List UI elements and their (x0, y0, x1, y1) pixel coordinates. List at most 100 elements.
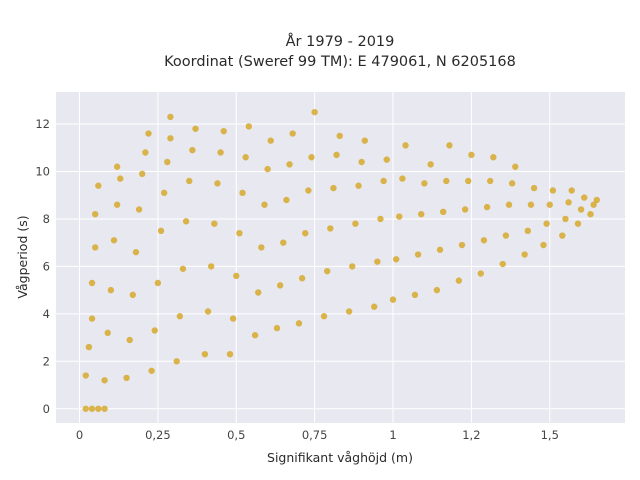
data-point (179, 265, 187, 272)
data-point (82, 372, 89, 379)
chart-title-line1: År 1979 - 2019 (286, 33, 395, 50)
data-point (91, 244, 99, 251)
y-tick-label: 4 (43, 307, 50, 321)
data-point (110, 237, 118, 244)
y-tick-label: 10 (35, 164, 50, 178)
data-point (167, 135, 174, 142)
data-point (549, 187, 557, 194)
x-tick-label: 0 (76, 428, 83, 442)
data-point (95, 182, 102, 189)
data-point (455, 277, 463, 284)
data-point (505, 201, 513, 208)
data-point (129, 291, 137, 299)
data-point (399, 175, 406, 182)
data-point (587, 210, 594, 218)
data-point (154, 279, 162, 287)
x-tick-label: 1,5 (541, 428, 559, 442)
data-point (132, 248, 140, 256)
data-point (414, 251, 422, 258)
data-point (436, 246, 444, 253)
data-point (113, 163, 121, 170)
data-point (546, 201, 553, 208)
plot-area (56, 92, 625, 423)
data-point (320, 313, 328, 320)
data-point (251, 332, 259, 339)
data-point (374, 258, 381, 265)
data-point (211, 220, 218, 227)
points-layer (82, 108, 600, 412)
data-point (182, 218, 190, 225)
data-point (590, 201, 597, 208)
data-point (490, 154, 497, 161)
data-point (543, 220, 550, 227)
data-point (499, 260, 506, 268)
data-point (157, 227, 165, 235)
data-point (276, 282, 284, 289)
data-point (135, 206, 143, 213)
data-point (95, 405, 102, 412)
data-point (264, 165, 271, 173)
data-point (345, 308, 353, 315)
data-point (295, 320, 303, 327)
data-point (173, 358, 180, 365)
data-point (261, 201, 268, 208)
data-point (160, 189, 168, 197)
x-axis-label: Signifikant våghöjd (m) (267, 450, 413, 465)
data-point (402, 142, 409, 149)
data-point (508, 180, 516, 187)
data-point (104, 329, 111, 337)
data-point (458, 241, 466, 249)
data-point (465, 177, 472, 185)
data-point (358, 158, 365, 166)
data-point (327, 225, 334, 232)
data-point (486, 177, 494, 185)
data-point (477, 270, 484, 277)
data-point (101, 377, 108, 384)
data-point (217, 149, 224, 156)
data-point (389, 296, 397, 303)
data-point (91, 210, 99, 218)
data-point (107, 286, 115, 294)
data-point (311, 108, 318, 116)
data-point (113, 201, 121, 208)
data-point (204, 308, 212, 315)
x-tick-label: 1 (389, 428, 396, 442)
data-point (220, 127, 227, 135)
data-point (524, 227, 532, 235)
data-point (565, 199, 572, 206)
data-point (308, 154, 315, 161)
data-point (201, 350, 209, 358)
y-tick-label: 8 (43, 212, 50, 226)
data-point (411, 291, 419, 299)
y-axis-label: Vågperiod (s) (15, 215, 30, 298)
x-tick-label: 1,2 (462, 428, 480, 442)
data-point (540, 241, 547, 249)
data-point (418, 210, 425, 218)
data-point (117, 175, 124, 182)
data-point (383, 156, 390, 163)
data-point (283, 196, 290, 204)
data-point (371, 303, 378, 310)
x-tick-label: 0,25 (145, 428, 171, 442)
data-point (349, 263, 356, 270)
data-point (355, 182, 362, 189)
data-point (527, 201, 535, 208)
data-point (421, 180, 428, 187)
data-point (239, 189, 246, 197)
data-point (502, 232, 510, 239)
data-point (88, 279, 96, 287)
data-point (468, 151, 475, 159)
data-point (333, 151, 340, 159)
data-point (480, 237, 488, 244)
data-point (207, 263, 215, 270)
data-point (427, 161, 434, 168)
data-point (380, 177, 387, 185)
data-point (443, 177, 450, 185)
data-point (593, 196, 600, 204)
data-point (289, 130, 296, 137)
data-point (396, 213, 403, 220)
data-point (530, 184, 538, 192)
data-point (461, 206, 469, 213)
